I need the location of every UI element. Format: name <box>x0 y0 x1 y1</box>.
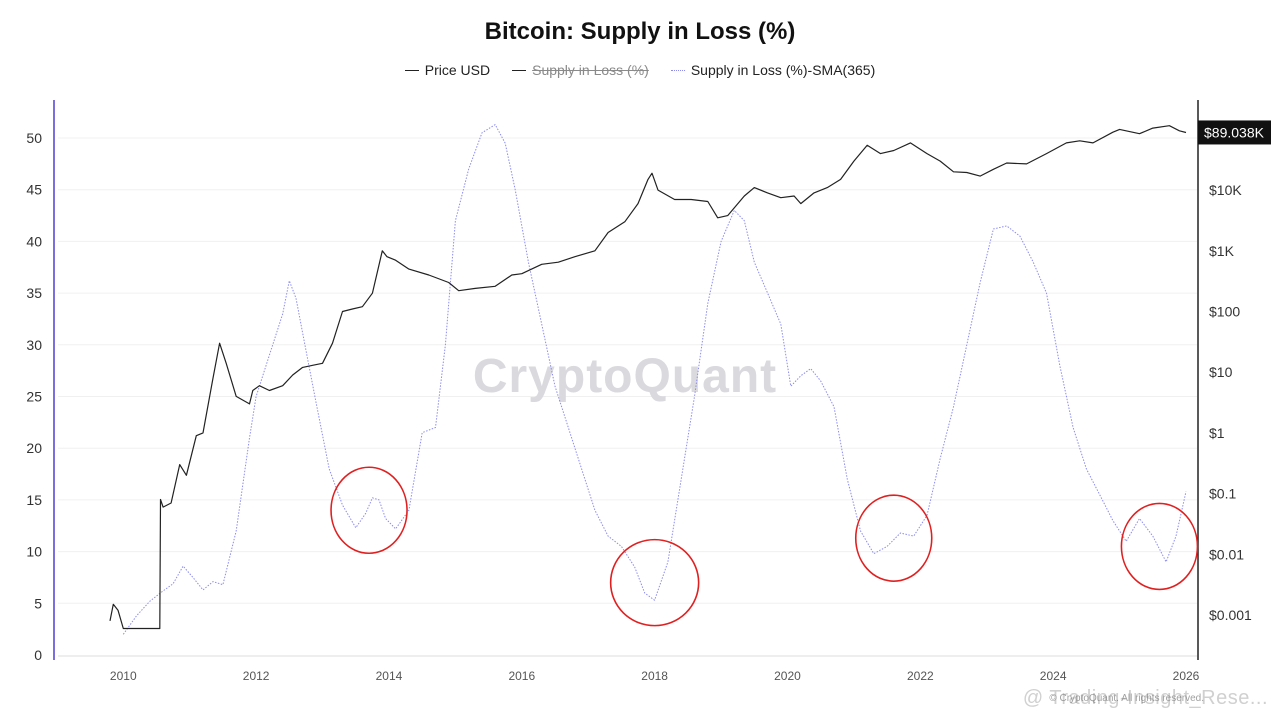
y-tick-label-right: $0.001 <box>1209 607 1252 623</box>
y-tick-label-left: 35 <box>26 285 42 301</box>
last-value-label: $89.038K <box>1204 124 1265 140</box>
legend-label-price: Price USD <box>424 62 491 78</box>
copyright-text: © CryptoQuant. All rights reserved. <box>1049 693 1204 704</box>
chart-title: Bitcoin: Supply in Loss (%) <box>484 18 796 45</box>
y-tick-label-right: $0.1 <box>1209 486 1236 502</box>
legend-item-price[interactable]: Price USD <box>404 62 491 78</box>
y-tick-label-right: $10 <box>1209 364 1233 380</box>
y-tick-label-left: 5 <box>34 595 42 611</box>
legend-swatch-supply-in-loss <box>512 69 527 71</box>
last-value-badge <box>1198 120 1271 145</box>
highlight-circle <box>854 494 933 582</box>
y-tick-label-left: 30 <box>26 337 42 353</box>
x-tick-label: 2026 <box>1173 669 1200 683</box>
highlight-circle <box>609 538 700 627</box>
y-tick-label-left: 50 <box>26 130 42 146</box>
chart-legend: Price USD Supply in Loss (%) Supply in L… <box>0 62 1280 78</box>
x-tick-label: 2024 <box>1040 669 1067 683</box>
y-tick-label-right: $100 <box>1209 304 1240 320</box>
x-tick-label: 2016 <box>508 669 535 683</box>
legend-swatch-price <box>404 69 419 71</box>
y-tick-label-left: 25 <box>26 389 42 405</box>
legend-label-sma: Supply in Loss (%)-SMA(365) <box>690 62 876 78</box>
y-tick-label-right: $1 <box>1209 425 1225 441</box>
series-line-price-usd <box>109 125 1187 630</box>
x-tick-label: 2022 <box>907 669 934 683</box>
y-tick-label-left: 20 <box>26 440 42 456</box>
y-tick-label-left: 45 <box>26 182 42 198</box>
y-tick-label-left: 10 <box>26 544 42 560</box>
y-tick-label-left: 40 <box>26 233 42 249</box>
legend-label-supply-in-loss: Supply in Loss (%) <box>532 62 649 78</box>
y-tick-label-left: 0 <box>34 647 42 663</box>
x-tick-label: 2014 <box>376 669 403 683</box>
x-tick-label: 2018 <box>641 669 668 683</box>
stamp-watermark: @ Trading-Insight_Rese... <box>1022 687 1268 709</box>
legend-swatch-sma <box>670 69 685 71</box>
y-tick-label-right: $1K <box>1209 243 1235 259</box>
y-tick-label-right: $0.01 <box>1209 546 1244 562</box>
highlight-circle <box>1120 502 1199 591</box>
highlight-circle <box>330 466 408 555</box>
x-tick-label: 2010 <box>110 669 137 683</box>
y-tick-label-right: $10K <box>1209 182 1242 198</box>
legend-item-supply-in-loss[interactable]: Supply in Loss (%) <box>512 62 649 78</box>
watermark-logo-text: CryptoQuant <box>473 350 777 403</box>
y-tick-label-left: 15 <box>26 492 42 508</box>
legend-item-supply-in-loss-sma[interactable]: Supply in Loss (%)-SMA(365) <box>670 62 876 78</box>
x-tick-label: 2012 <box>243 669 270 683</box>
x-tick-label: 2020 <box>774 669 801 683</box>
